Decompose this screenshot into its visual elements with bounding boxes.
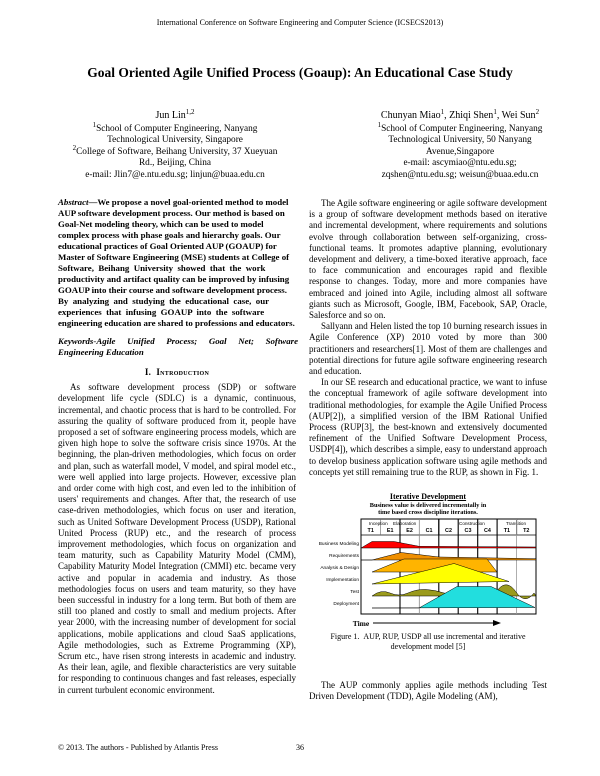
svg-text:T1: T1 [368, 528, 374, 534]
svg-text:E2: E2 [406, 528, 413, 534]
svg-text:E1: E1 [387, 528, 394, 534]
svg-text:T1: T1 [504, 528, 510, 534]
svg-text:Deployment: Deployment [333, 601, 359, 607]
svg-text:Implementation: Implementation [326, 577, 359, 583]
svg-text:C2: C2 [445, 528, 452, 534]
svg-text:Analysis & Design: Analysis & Design [320, 565, 359, 571]
svg-text:Elaboration: Elaboration [393, 521, 417, 526]
svg-text:Construction: Construction [459, 521, 485, 526]
svg-text:C3: C3 [465, 528, 472, 534]
svg-text:Business Modeling: Business Modeling [319, 541, 360, 547]
svg-text:C4: C4 [484, 528, 491, 534]
svg-text:T2: T2 [523, 528, 529, 534]
svg-text:C1: C1 [426, 528, 433, 534]
svg-text:Inception: Inception [369, 521, 388, 526]
svg-text:Requirements: Requirements [329, 553, 359, 559]
svg-text:Test: Test [350, 589, 359, 595]
